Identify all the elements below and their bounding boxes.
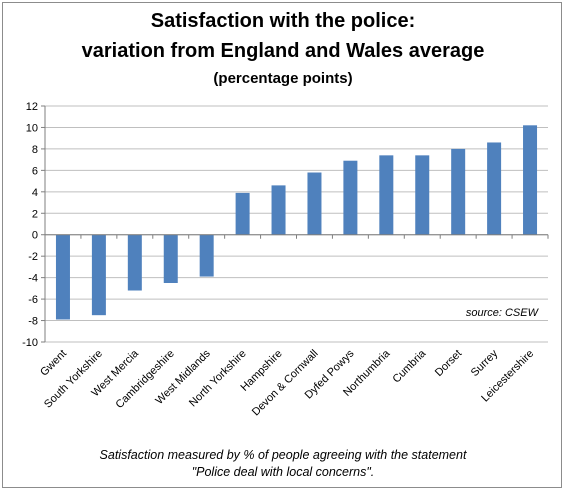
- y-tick-label: -10: [22, 337, 38, 349]
- y-tick-label: -8: [28, 316, 38, 328]
- bar: [307, 172, 322, 235]
- bar: [199, 234, 214, 277]
- x-tick-label: Gwent: [38, 348, 69, 379]
- chart-title-line-2: variation from England and Wales average: [81, 40, 485, 62]
- x-tick-label: Surrey: [469, 347, 501, 379]
- x-tick-label: Cumbria: [390, 347, 429, 386]
- bar: [487, 142, 502, 235]
- bar: [127, 234, 142, 291]
- y-tick-label: 4: [32, 187, 38, 199]
- source-note: source: CSEW: [466, 307, 540, 319]
- chart-title-line-1: Satisfaction with the police:: [150, 10, 416, 32]
- bar: [163, 234, 178, 283]
- y-tick-label: 0: [32, 230, 38, 242]
- y-tick-label: -2: [28, 251, 38, 263]
- y-tick-label: 8: [32, 144, 38, 156]
- footnote-line-2: "Police deal with local concerns".: [191, 465, 375, 479]
- bar: [91, 234, 106, 316]
- x-tick-label: Devon & Cornwall: [250, 348, 321, 419]
- y-tick-label: 12: [26, 101, 38, 113]
- y-tick-label: 10: [26, 122, 38, 134]
- bar: [271, 185, 286, 235]
- y-tick-label: -6: [28, 294, 38, 306]
- bar: [379, 155, 394, 235]
- bar: [235, 192, 250, 235]
- bar: [55, 234, 70, 320]
- bar: [343, 160, 358, 235]
- chart-subtitle: (percentage points): [213, 70, 353, 87]
- bar: [415, 155, 430, 235]
- footnote-line-1: Satisfaction measured by % of people agr…: [99, 448, 467, 462]
- bar: [451, 148, 466, 235]
- x-tick-label: Dorset: [433, 348, 464, 379]
- bar: [523, 125, 538, 235]
- y-tick-label: 2: [32, 208, 38, 220]
- y-tick-label: 6: [32, 165, 38, 177]
- y-tick-label: -4: [28, 273, 38, 285]
